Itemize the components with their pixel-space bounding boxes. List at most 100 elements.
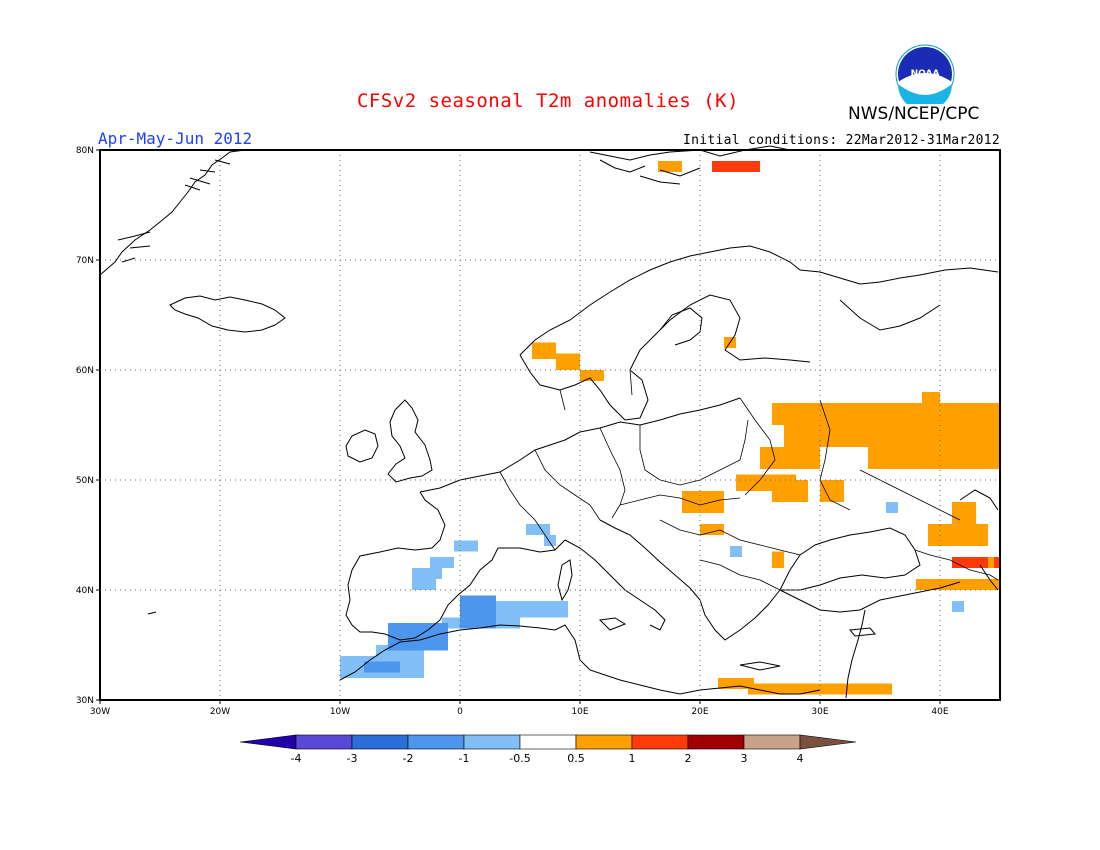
cyprus bbox=[849, 627, 876, 637]
colorbar-label: 1 bbox=[629, 752, 636, 765]
anomaly-cell bbox=[712, 161, 760, 172]
lon-tick-label: 10W bbox=[330, 707, 350, 717]
anomaly-cell bbox=[460, 595, 496, 629]
anomaly-cell bbox=[952, 601, 964, 612]
anomaly-cell bbox=[730, 546, 742, 557]
anomaly-cell bbox=[952, 557, 988, 568]
norway-coast bbox=[519, 245, 801, 356]
colorbar-boxes bbox=[239, 734, 857, 750]
initial-conditions-label: Initial conditions: 22Mar2012-31Mar2012 bbox=[683, 133, 1000, 148]
gulf-bothnia bbox=[659, 307, 703, 346]
colorbar-box bbox=[575, 734, 633, 750]
azores bbox=[147, 611, 157, 615]
lat-tick-label: 80N bbox=[76, 146, 94, 156]
lat-tick-label: 40N bbox=[76, 586, 94, 596]
colorbar-label: 4 bbox=[797, 752, 804, 765]
europe-north-coast bbox=[419, 397, 741, 493]
lon-tick-label: 40E bbox=[931, 707, 948, 717]
sicily bbox=[598, 617, 627, 631]
anomaly-cell bbox=[526, 524, 550, 535]
colorbar-box bbox=[295, 734, 353, 750]
anomaly-cell bbox=[748, 683, 892, 695]
anomaly-cell bbox=[886, 502, 898, 513]
anomaly-cell bbox=[682, 491, 724, 513]
colorbar-label: -4 bbox=[291, 752, 302, 765]
colorbar-labels: -4 -3 -2 -1 -0.5 0.5 1 2 3 4 bbox=[291, 752, 804, 765]
noaa-logo-text: NOAA bbox=[911, 69, 940, 79]
anomaly-cell bbox=[580, 370, 604, 381]
anomaly-cell bbox=[952, 502, 976, 524]
iberia-coast bbox=[345, 547, 499, 641]
colorbar-max-triangle bbox=[799, 734, 857, 750]
corsica-sardinia bbox=[557, 559, 573, 602]
levant-coast bbox=[845, 609, 866, 699]
lon-tick-label: 20E bbox=[691, 707, 708, 717]
colorbar-label: -2 bbox=[403, 752, 414, 765]
noaa-logo: NOAA bbox=[895, 44, 955, 104]
anomaly-cell bbox=[772, 551, 784, 568]
colorbar-box bbox=[687, 734, 745, 750]
map-frame bbox=[99, 149, 1001, 701]
anomaly-cell bbox=[868, 436, 1000, 469]
france-south bbox=[498, 539, 566, 553]
colorbar-label: -1 bbox=[459, 752, 470, 765]
anomaly-cell bbox=[388, 623, 448, 651]
colorbar-label: -3 bbox=[347, 752, 358, 765]
white-sea bbox=[839, 299, 941, 331]
lat-tick-label: 70N bbox=[76, 256, 94, 266]
kola-coast bbox=[799, 267, 999, 285]
lon-tick-label: 10E bbox=[571, 707, 588, 717]
colorbar-label: 2 bbox=[685, 752, 692, 765]
caspian-sea bbox=[959, 489, 999, 591]
anomaly-cell bbox=[760, 447, 820, 469]
lat-tick-label: 60N bbox=[76, 366, 94, 376]
lon-tick-label: 30E bbox=[811, 707, 828, 717]
anomaly-cell bbox=[532, 342, 556, 359]
italy-coast bbox=[564, 519, 691, 631]
iceland-coast bbox=[169, 295, 286, 333]
anomaly-cell bbox=[430, 557, 454, 568]
agency-label: NWS/NCEP/CPC bbox=[848, 104, 980, 124]
ireland-coast bbox=[345, 429, 379, 463]
colorbar-box bbox=[519, 734, 577, 750]
anomaly-cell bbox=[700, 524, 724, 535]
black-sea bbox=[779, 527, 921, 591]
anomaly-cell bbox=[658, 161, 682, 172]
colorbar-label: 3 bbox=[741, 752, 748, 765]
anomaly-cell bbox=[928, 524, 988, 546]
chart-title: CFSv2 seasonal T2m anomalies (K) bbox=[356, 90, 740, 112]
period-label: Apr-May-Jun 2012 bbox=[98, 129, 253, 148]
colorbar-box bbox=[743, 734, 801, 750]
colorbar-box bbox=[631, 734, 689, 750]
colorbar-box bbox=[351, 734, 409, 750]
colorbar-label: -0.5 bbox=[509, 752, 530, 765]
sweden-finland bbox=[629, 294, 811, 371]
lon-tick-label: 20W bbox=[210, 707, 230, 717]
lat-tick-label: 50N bbox=[76, 476, 94, 486]
great-britain-coast bbox=[387, 399, 433, 483]
lat-tick-label: 30N bbox=[76, 696, 94, 706]
france-west bbox=[419, 491, 446, 549]
anomaly-cell bbox=[454, 540, 478, 552]
colorbar-min-triangle bbox=[239, 734, 297, 750]
crete bbox=[739, 661, 781, 671]
country-borders bbox=[499, 369, 999, 591]
colorbar-label: 0.5 bbox=[567, 752, 585, 765]
lon-tick-label: 30W bbox=[90, 707, 110, 717]
colorbar-box bbox=[463, 734, 521, 750]
colorbar-box bbox=[407, 734, 465, 750]
anomaly-cell bbox=[718, 678, 754, 689]
coastlines bbox=[99, 145, 999, 699]
anomaly-cell bbox=[820, 480, 844, 502]
greenland-coast bbox=[99, 149, 246, 276]
scandinavia-south bbox=[519, 354, 649, 421]
balkans-coast bbox=[689, 587, 781, 641]
anomaly-cells bbox=[340, 161, 1000, 695]
anomaly-cell bbox=[364, 661, 400, 673]
anomaly-cell bbox=[544, 535, 556, 546]
graticule bbox=[100, 150, 1000, 700]
anomaly-cell bbox=[922, 392, 940, 403]
anomaly-cell bbox=[772, 403, 1000, 425]
